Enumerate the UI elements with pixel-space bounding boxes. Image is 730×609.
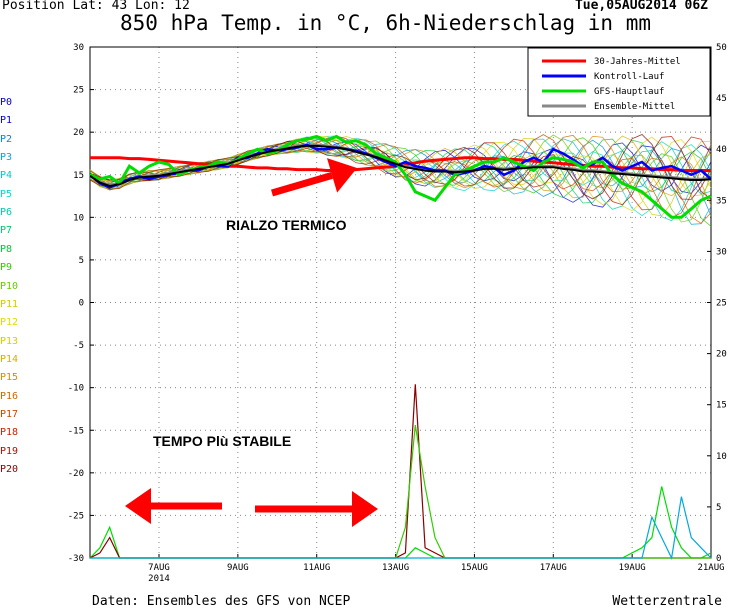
- x-year-label: 2014: [148, 574, 170, 584]
- member-temp-line-p14: [89, 135, 712, 199]
- right-arrow: [255, 491, 378, 527]
- x-tick-label: 21AUG: [697, 563, 724, 573]
- right-tick-label: 20: [716, 350, 727, 360]
- x-tick-label: 11AUG: [303, 563, 330, 573]
- x-tick-label: 15AUG: [461, 563, 488, 573]
- x-tick-label: 13AUG: [382, 563, 409, 573]
- member-label-p12: P12: [0, 317, 19, 329]
- left-tick-label: 10: [73, 213, 84, 223]
- member-label-p5: P5: [0, 188, 13, 200]
- member-label-p19: P19: [0, 445, 19, 457]
- x-tick-label: 19AUG: [619, 563, 646, 573]
- right-tick-label: 0: [716, 554, 721, 564]
- left-tick-label: 5: [79, 256, 84, 266]
- member-label-p18: P18: [0, 427, 19, 439]
- data-source-footer: Daten: Ensembles des GFS von NCEP: [92, 594, 351, 609]
- left-tick-label: -30: [68, 554, 84, 564]
- member-label-p7: P7: [0, 225, 13, 237]
- member-label-p15: P15: [0, 372, 19, 384]
- left-tick-label: 25: [73, 86, 84, 96]
- rialzo-arrow: [271, 158, 357, 197]
- x-tick-label: 17AUG: [540, 563, 567, 573]
- brand-footer: Wetterzentrale: [612, 594, 722, 609]
- member-label-p17: P17: [0, 408, 19, 420]
- x-tick-label: 9AUG: [227, 563, 249, 573]
- rialzo-termico-annotation: RIALZO TERMICO: [226, 217, 347, 233]
- member-label-p11: P11: [0, 298, 19, 310]
- right-tick-label: 5: [716, 503, 721, 513]
- member-label-p16: P16: [0, 390, 19, 402]
- left-tick-label: -25: [68, 511, 84, 521]
- left-tick-label: 0: [79, 299, 84, 309]
- x-tick-label: 7AUG: [148, 563, 170, 573]
- left-tick-label: -20: [68, 469, 84, 479]
- right-tick-label: 35: [716, 196, 727, 206]
- member-label-p20: P20: [0, 464, 19, 475]
- right-tick-label: 40: [716, 145, 727, 155]
- right-tick-label: 15: [716, 401, 727, 411]
- member-label-p14: P14: [0, 353, 19, 365]
- member-label-p10: P10: [0, 280, 19, 292]
- left-tick-label: -10: [68, 384, 84, 394]
- left-tick-label: 30: [73, 43, 84, 53]
- chart-title: 850 hPa Temp. in °C, 6h-Niederschlag in …: [120, 11, 652, 35]
- legend-label-30-jahres-mittel: 30-Jahres-Mittel: [594, 57, 681, 67]
- right-tick-label: 10: [716, 452, 727, 462]
- right-tick-label: 50: [716, 43, 727, 53]
- member-label-p9: P9: [0, 262, 13, 274]
- left-tick-label: -5: [73, 341, 84, 351]
- position-label: Position Lat: 43 Lon: 12: [2, 0, 190, 13]
- ensemble-mean-dark-line: [89, 144, 712, 188]
- member-label-p8: P8: [0, 243, 13, 255]
- tempo-stabile-annotation: TEMPO Plù STABILE: [153, 433, 291, 449]
- precip-line-p3: [90, 496, 712, 560]
- member-temp-line-p11: [89, 136, 712, 217]
- right-tick-label: 30: [716, 247, 727, 257]
- member-label-p0: P0: [0, 97, 13, 108]
- run-datetime: Tue,05AUG2014 06Z: [574, 0, 708, 13]
- member-label-p13: P13: [0, 335, 19, 347]
- member-label-p4: P4: [0, 170, 13, 182]
- right-tick-label: 25: [716, 299, 727, 309]
- left-tick-label: -15: [68, 426, 84, 436]
- member-label-p2: P2: [0, 133, 13, 145]
- left-arrow: [125, 488, 222, 524]
- member-temp-line-p18: [89, 135, 712, 211]
- legend-label-kontroll-lauf: Kontroll-Lauf: [594, 72, 664, 82]
- precip-line-gfs-hauptlauf: [89, 486, 712, 559]
- member-label-p1: P1: [0, 115, 13, 127]
- left-tick-label: 15: [73, 171, 84, 181]
- left-tick-label: 20: [73, 128, 84, 138]
- member-label-p3: P3: [0, 152, 13, 164]
- legend-label-gfs-hauptlauf: GFS-Hauptlauf: [594, 87, 664, 97]
- member-label-p6: P6: [0, 207, 13, 219]
- right-tick-label: 45: [716, 94, 727, 104]
- legend-label-ensemble-mittel: Ensemble-Mittel: [594, 102, 675, 112]
- precip-line-p20: [89, 384, 711, 559]
